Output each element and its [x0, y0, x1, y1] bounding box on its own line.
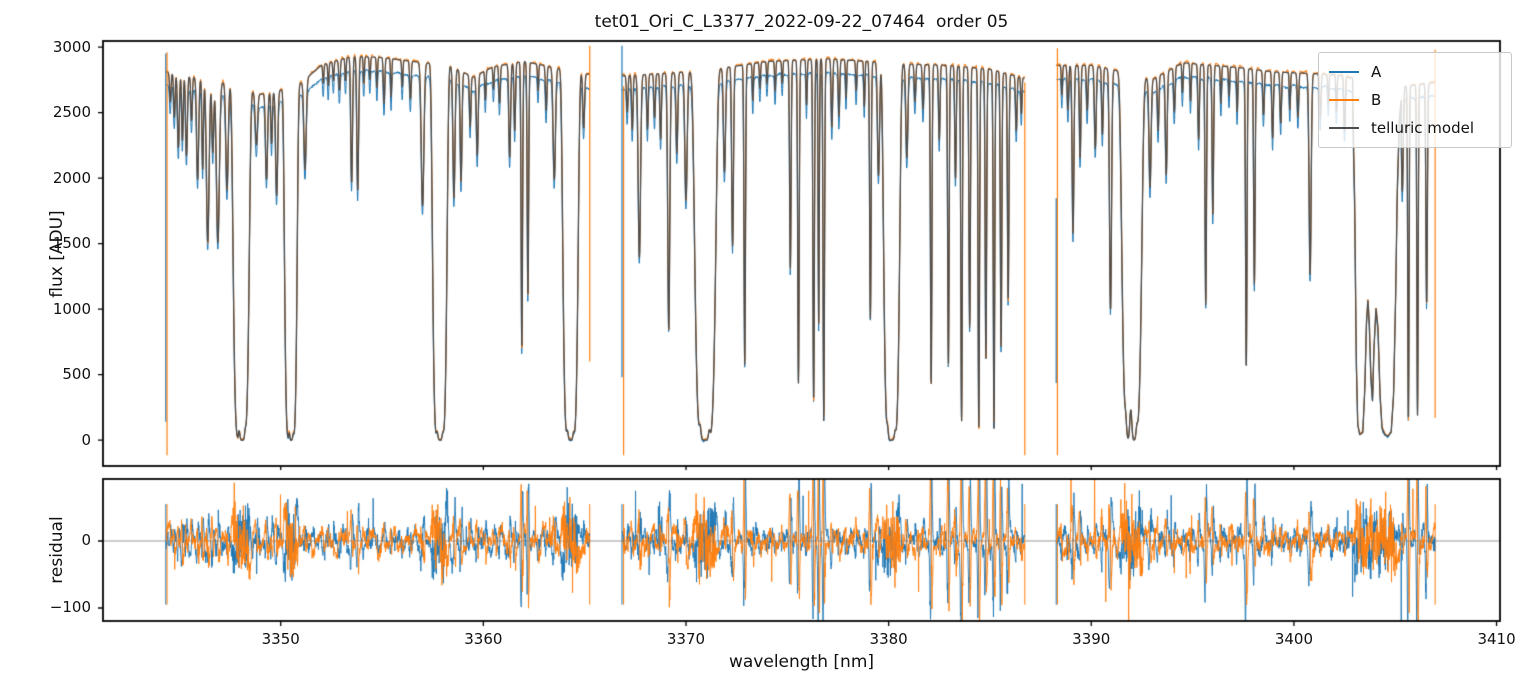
legend-entry-b: B	[1329, 86, 1501, 114]
flux-axis-label: flux [ADU]	[47, 209, 67, 298]
flux-tick-label: 1000	[52, 299, 91, 318]
plot-title: tet01_Ori_C_L3377_2022-09-22_07464 order…	[594, 12, 1009, 32]
x-tick-label: 3380	[869, 630, 908, 648]
flux-tick-label: 2500	[52, 103, 91, 122]
legend-entry-telluric-model: telluric model	[1329, 114, 1501, 142]
x-tick-label: 3390	[1072, 630, 1111, 648]
legend-line-a-swatch	[1329, 71, 1359, 73]
x-tick-label: 3350	[261, 630, 300, 648]
legend-label-b: B	[1371, 91, 1382, 109]
x-tick-label: 3370	[666, 630, 706, 648]
flux-tick-label: 0	[81, 430, 91, 449]
flux-tick-label: 2000	[52, 168, 91, 187]
legend-label-a: A	[1371, 63, 1382, 81]
residual-tick-label: 0	[81, 531, 91, 550]
flux-tick-label: 1500	[52, 234, 91, 253]
legend: A B telluric model	[1318, 52, 1512, 148]
legend-label-telluric-model: telluric model	[1371, 119, 1475, 137]
flux-tick-label: 500	[62, 365, 91, 384]
wavelength-axis-label: wavelength [nm]	[728, 652, 875, 672]
flux-tick-label: 3000	[52, 37, 91, 56]
x-tick-label: 3410	[1477, 630, 1516, 648]
residual-tick-label: −100	[49, 598, 91, 617]
x-tick-label: 3400	[1274, 630, 1313, 648]
legend-line-b-swatch	[1329, 99, 1359, 101]
x-tick-label: 3360	[464, 630, 503, 648]
legend-entry-a: A	[1329, 58, 1501, 86]
legend-line-model-swatch	[1329, 127, 1359, 129]
